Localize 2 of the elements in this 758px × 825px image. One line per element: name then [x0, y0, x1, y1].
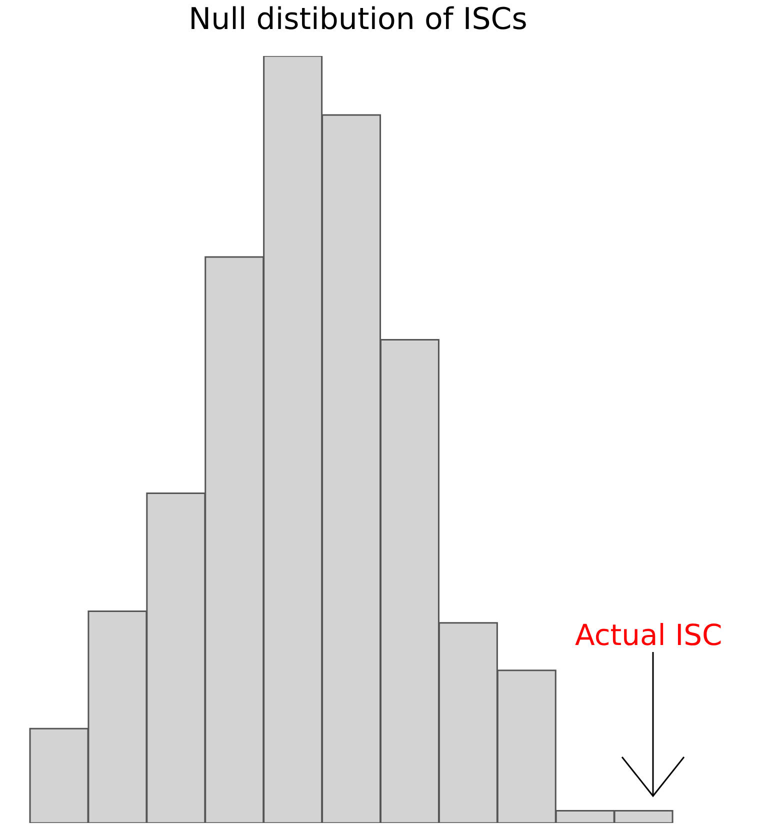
chart-title: Null distibution of ISCs: [188, 2, 528, 37]
annotation: Actual ISC: [575, 618, 722, 652]
